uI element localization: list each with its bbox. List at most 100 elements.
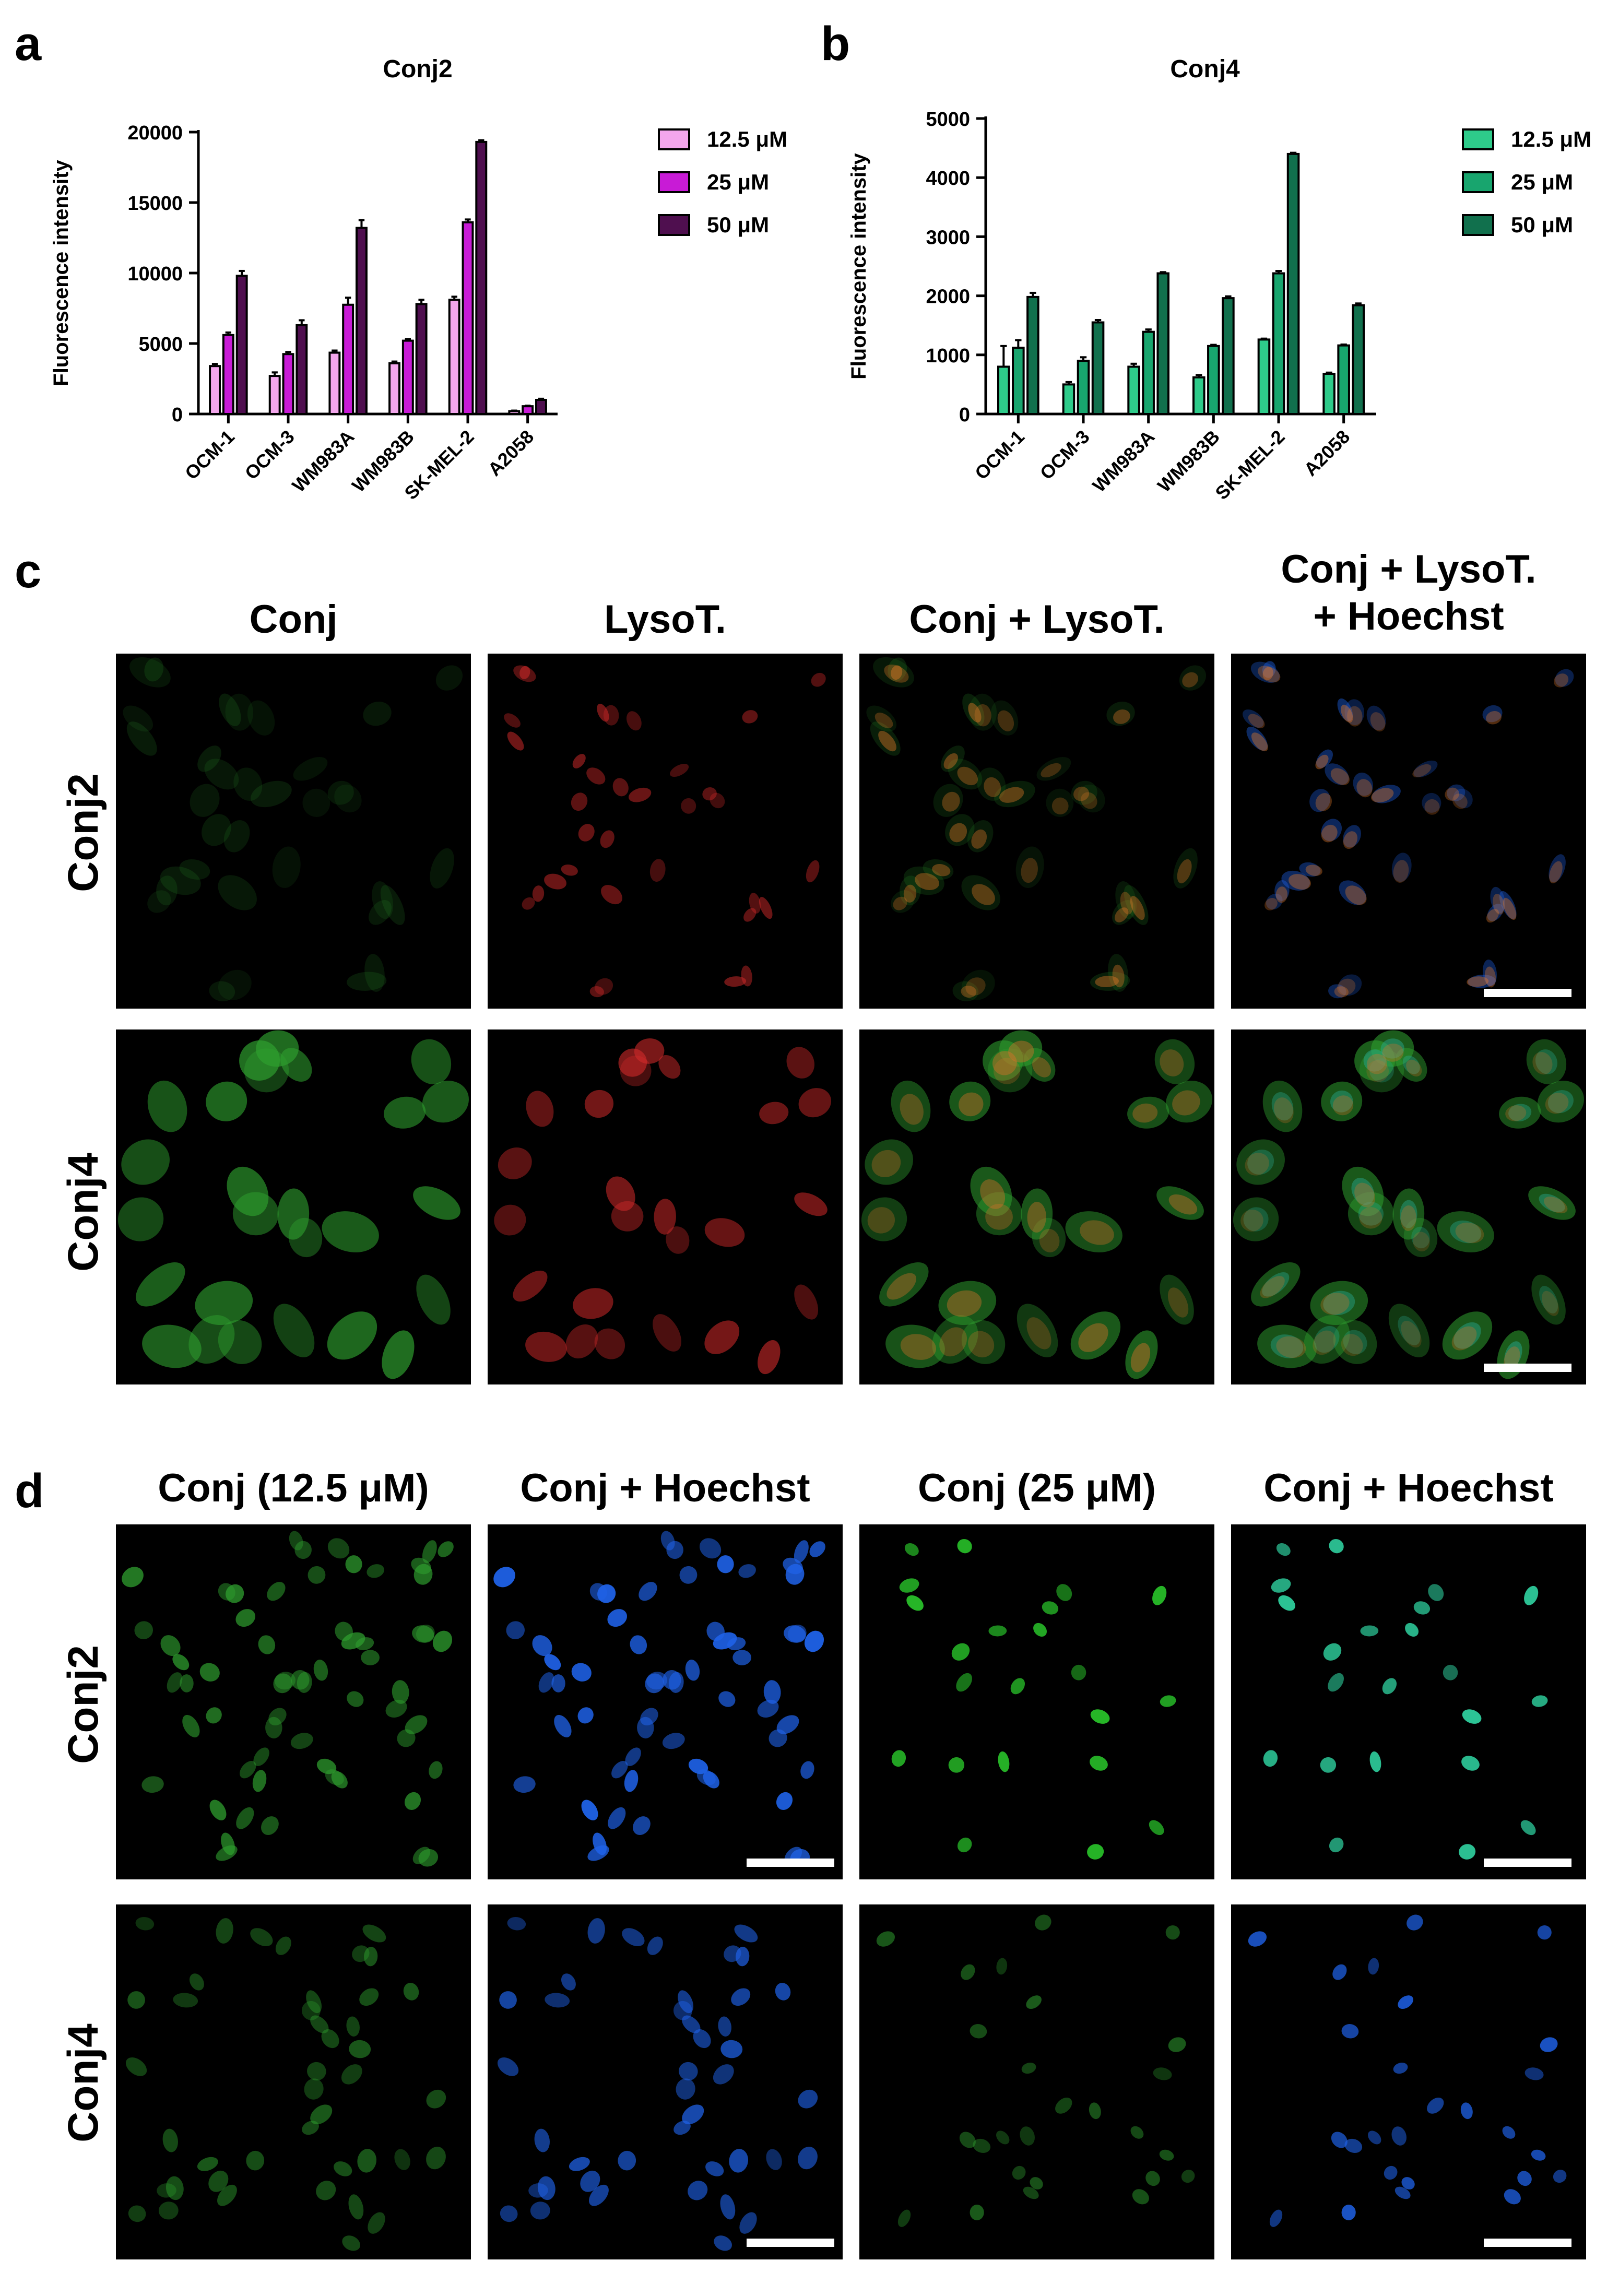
cell — [1236, 1139, 1285, 1185]
nucleus — [639, 1582, 657, 1601]
cell — [129, 657, 171, 688]
lysosome-stain — [586, 767, 606, 785]
nucleus — [699, 1538, 722, 1559]
nucleus — [662, 1733, 685, 1749]
nucleus — [587, 1845, 609, 1861]
nucleus — [327, 1538, 350, 1559]
nucleus — [172, 1654, 190, 1671]
bar — [1192, 376, 1206, 415]
scale-bar — [1484, 1859, 1571, 1867]
nucleus — [413, 1564, 433, 1585]
lysosome-stain — [1486, 908, 1499, 923]
bar — [475, 140, 488, 415]
y-tick-label: 3000 — [926, 227, 970, 248]
cell — [1108, 954, 1128, 992]
nucleus — [1401, 2177, 1415, 2190]
micrograph-background — [488, 1524, 843, 1879]
lysosome-stain — [525, 1331, 567, 1362]
nucleus — [127, 1991, 145, 2009]
bar — [222, 334, 234, 415]
nucleus — [1508, 1104, 1532, 1122]
x-tick-label: A2058 — [1299, 426, 1354, 480]
cell — [1442, 1311, 1493, 1360]
y-tick-label: 2000 — [926, 286, 970, 308]
lysosome-stain — [1120, 892, 1133, 915]
nucleus — [729, 2149, 749, 2173]
nucleus — [776, 1792, 793, 1810]
lysosome-stain — [519, 666, 530, 679]
nucleus — [189, 1973, 204, 1991]
nucleus — [361, 1650, 380, 1665]
nucleus — [134, 1621, 153, 1640]
bar — [1026, 295, 1039, 416]
nucleus — [1338, 974, 1362, 996]
nucleus — [348, 2194, 364, 2220]
nucleus — [769, 1729, 787, 1747]
nucleus — [1323, 1643, 1342, 1661]
nucleus — [1299, 862, 1321, 877]
lysosome-stain — [871, 1150, 901, 1178]
lysosome-stain — [513, 1270, 548, 1302]
lysosome-stain — [654, 1199, 676, 1235]
x-tick-label: OCM-1 — [181, 426, 239, 484]
nucleus — [530, 2202, 550, 2220]
nucleus — [1278, 1595, 1295, 1611]
cell — [430, 848, 454, 889]
nucleus — [1248, 1931, 1267, 1947]
nucleus — [1549, 854, 1566, 883]
nucleus — [334, 2161, 352, 2176]
nucleus — [1547, 1090, 1574, 1114]
nucleus — [714, 2235, 732, 2251]
lysosome-stain — [1354, 1182, 1376, 1208]
cell — [144, 657, 164, 682]
nucleus — [1263, 1750, 1278, 1767]
cell — [1090, 972, 1130, 991]
nucleus — [302, 2121, 319, 2135]
bar — [342, 303, 354, 415]
lysosome-stain — [957, 766, 978, 786]
nucleus — [1400, 1200, 1417, 1228]
nucleus — [331, 1771, 348, 1789]
nucleus — [1391, 853, 1412, 882]
scale-bar — [1484, 989, 1571, 997]
nucleus — [1450, 1220, 1482, 1244]
lysosome-stain — [1413, 1232, 1430, 1252]
legend-swatch — [658, 128, 690, 150]
nucleus — [252, 1770, 267, 1792]
cell — [251, 780, 292, 808]
cell — [968, 693, 997, 731]
nucleus — [1320, 1757, 1337, 1773]
cell — [126, 721, 157, 756]
lysosome-stain — [965, 977, 986, 996]
cell — [239, 1040, 280, 1081]
lysosome-stain — [1051, 797, 1069, 815]
lysosome-stain — [968, 703, 982, 723]
nucleus — [499, 1991, 517, 2009]
nucleus — [775, 1983, 791, 2001]
lysosome-stain — [1289, 874, 1311, 890]
micrograph-image — [859, 1904, 1214, 2259]
nucleus — [1328, 1673, 1344, 1692]
chart-title: Conj2 — [383, 55, 452, 83]
nucleus — [998, 1751, 1010, 1772]
micrograph-c-conj4-merge-hoechst — [1231, 1029, 1586, 1384]
lysosome-stain — [1412, 764, 1432, 777]
lysosome-stain — [666, 1226, 690, 1254]
cell — [1531, 1274, 1566, 1325]
lysosome-stain — [1424, 799, 1440, 815]
lysosome-stain — [1115, 907, 1129, 922]
lysosome-stain — [939, 1327, 967, 1357]
cell — [1262, 1080, 1303, 1132]
nucleus — [1555, 669, 1574, 687]
lysosome-stain — [915, 873, 939, 890]
micrograph-background — [116, 1524, 471, 1879]
cell — [273, 1304, 315, 1357]
lysosome-stain — [1248, 714, 1265, 728]
bar — [356, 227, 368, 415]
cell — [994, 780, 1035, 808]
nucleus — [897, 2209, 911, 2227]
nucleus — [668, 1672, 684, 1693]
lysosome-stain — [594, 1328, 625, 1359]
cell — [204, 759, 239, 790]
bar — [1077, 360, 1090, 415]
